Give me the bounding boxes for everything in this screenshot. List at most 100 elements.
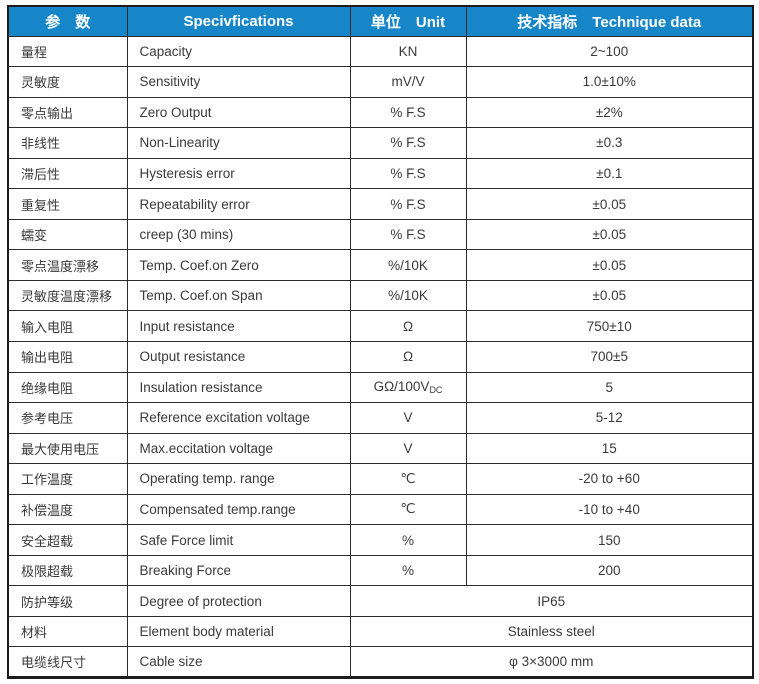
technique-data-cell: 5-12 bbox=[465, 402, 754, 434]
table-row: 材料 Element body material Stainless steel bbox=[7, 615, 754, 648]
parameter-cell: 零点输出 bbox=[7, 96, 128, 129]
unit-subscript: DC bbox=[429, 385, 443, 396]
unit-cell: % bbox=[349, 554, 467, 587]
technique-data-cell: 150 bbox=[465, 524, 754, 556]
unit-cell: %/10K bbox=[349, 249, 467, 281]
parameter-cell: 灵敏度温度漂移 bbox=[7, 279, 128, 312]
table-row: 安全超载 Safe Force limit % 150 bbox=[7, 524, 754, 556]
parameter-cell: 绝缘电阻 bbox=[7, 371, 128, 404]
unit-cell: KN bbox=[349, 35, 467, 68]
specification-cell: Insulation resistance bbox=[126, 371, 351, 404]
technique-data-cell: Stainless steel bbox=[349, 615, 754, 648]
specification-cell: Zero Output bbox=[126, 96, 351, 129]
specification-cell: Degree of protection bbox=[126, 585, 351, 617]
table-row: 零点温度漂移 Temp. Coef.on Zero %/10K ±0.05 bbox=[7, 249, 754, 281]
technique-data-cell: -10 to +40 bbox=[465, 493, 754, 526]
specification-cell: Reference excitation voltage bbox=[126, 402, 351, 434]
parameter-cell: 滞后性 bbox=[7, 157, 128, 190]
table-row: 防护等级 Degree of protection IP65 bbox=[7, 585, 754, 617]
unit-cell: % F.S bbox=[349, 127, 467, 159]
technique-data-cell: ±0.3 bbox=[465, 127, 754, 159]
table-row: 蠕变 creep (30 mins) % F.S ±0.05 bbox=[7, 218, 754, 251]
technique-data-cell: -20 to +60 bbox=[465, 463, 754, 495]
specification-cell: Hysteresis error bbox=[126, 157, 351, 190]
parameter-cell: 非线性 bbox=[7, 127, 128, 159]
specification-cell: Temp. Coef.on Zero bbox=[126, 249, 351, 281]
technique-data-cell: 2~100 bbox=[465, 35, 754, 68]
specification-cell: Breaking Force bbox=[126, 554, 351, 587]
parameter-cell: 电缆线尺寸 bbox=[7, 646, 128, 678]
unit-cell: % bbox=[349, 524, 467, 556]
header-row: 参 数 Specivfications 单位 Unit 技术指标 Techniq… bbox=[7, 5, 754, 37]
table-header: 参 数 Specivfications 单位 Unit 技术指标 Techniq… bbox=[7, 5, 754, 37]
unit-cell: % F.S bbox=[349, 157, 467, 190]
table-row: 灵敏度 Sensitivity mV/V 1.0±10% bbox=[7, 66, 754, 98]
unit-cell: V bbox=[349, 402, 467, 434]
table-row: 工作温度 Operating temp. range ℃ -20 to +60 bbox=[7, 463, 754, 495]
unit-cell: ℃ bbox=[349, 463, 467, 495]
table-row: 输出电阻 Output resistance Ω 700±5 bbox=[7, 340, 754, 373]
specification-cell: Repeatability error bbox=[126, 188, 351, 220]
technique-data-cell: IP65 bbox=[349, 585, 754, 617]
parameter-cell: 工作温度 bbox=[7, 463, 128, 495]
unit-cell: ℃ bbox=[349, 493, 467, 526]
table-row: 最大使用电压 Max.eccitation voltage V 15 bbox=[7, 432, 754, 465]
technique-data-cell: ±0.1 bbox=[465, 157, 754, 190]
table-row: 非线性 Non-Linearity % F.S ±0.3 bbox=[7, 127, 754, 159]
parameter-cell: 防护等级 bbox=[7, 585, 128, 617]
specification-cell: Capacity bbox=[126, 35, 351, 68]
specification-cell: Compensated temp.range bbox=[126, 493, 351, 526]
specification-cell: Sensitivity bbox=[126, 66, 351, 98]
specification-cell: Max.eccitation voltage bbox=[126, 432, 351, 465]
parameter-cell: 输出电阻 bbox=[7, 340, 128, 373]
technique-data-cell: ±0.05 bbox=[465, 188, 754, 220]
table-row: 补偿温度 Compensated temp.range ℃ -10 to +40 bbox=[7, 493, 754, 526]
technique-data-cell: 200 bbox=[465, 554, 754, 587]
technique-data-cell: ±0.05 bbox=[465, 279, 754, 312]
parameter-cell: 安全超载 bbox=[7, 524, 128, 556]
unit-cell: % F.S bbox=[349, 96, 467, 129]
parameter-cell: 输入电阻 bbox=[7, 310, 128, 342]
table-row: 极限超载 Breaking Force % 200 bbox=[7, 554, 754, 587]
unit-cell: Ω bbox=[349, 310, 467, 342]
technique-data-cell: 750±10 bbox=[465, 310, 754, 342]
table-row: 绝缘电阻 Insulation resistance GΩ/100VDC 5 bbox=[7, 371, 754, 404]
table-row: 灵敏度温度漂移 Temp. Coef.on Span %/10K ±0.05 bbox=[7, 279, 754, 312]
specification-cell: Cable size bbox=[126, 646, 351, 678]
parameter-cell: 灵敏度 bbox=[7, 66, 128, 98]
table-row: 电缆线尺寸 Cable size φ 3×3000 mm bbox=[7, 646, 754, 678]
unit-cell: V bbox=[349, 432, 467, 465]
header-parameter: 参 数 bbox=[7, 5, 128, 37]
parameter-cell: 材料 bbox=[7, 615, 128, 648]
unit-cell: % F.S bbox=[349, 218, 467, 251]
unit-cell: mV/V bbox=[349, 66, 467, 98]
unit-cell: GΩ/100VDC bbox=[349, 371, 467, 404]
table-row: 重复性 Repeatability error % F.S ±0.05 bbox=[7, 188, 754, 220]
technique-data-cell: ±2% bbox=[465, 96, 754, 129]
parameter-cell: 零点温度漂移 bbox=[7, 249, 128, 281]
technique-data-cell: 15 bbox=[465, 432, 754, 465]
technique-data-cell: 5 bbox=[465, 371, 754, 404]
table-row: 滞后性 Hysteresis error % F.S ±0.1 bbox=[7, 157, 754, 190]
unit-cell: Ω bbox=[349, 340, 467, 373]
table-row: 输入电阻 Input resistance Ω 750±10 bbox=[7, 310, 754, 342]
parameter-cell: 参考电压 bbox=[7, 402, 128, 434]
table-row: 零点输出 Zero Output % F.S ±2% bbox=[7, 96, 754, 129]
parameter-cell: 重复性 bbox=[7, 188, 128, 220]
parameter-cell: 量程 bbox=[7, 35, 128, 68]
header-unit: 单位 Unit bbox=[349, 5, 467, 37]
technique-data-cell: ±0.05 bbox=[465, 218, 754, 251]
technique-data-cell: φ 3×3000 mm bbox=[349, 646, 754, 678]
specification-cell: Element body material bbox=[126, 615, 351, 648]
specification-cell: Temp. Coef.on Span bbox=[126, 279, 351, 312]
specification-cell: Non-Linearity bbox=[126, 127, 351, 159]
specification-cell: Safe Force limit bbox=[126, 524, 351, 556]
table-body: 量程 Capacity KN 2~100 灵敏度 Sensitivity mV/… bbox=[7, 35, 754, 678]
table-row: 参考电压 Reference excitation voltage V 5-12 bbox=[7, 402, 754, 434]
specification-cell: Output resistance bbox=[126, 340, 351, 373]
parameter-cell: 蠕变 bbox=[7, 218, 128, 251]
technique-data-cell: 700±5 bbox=[465, 340, 754, 373]
table-row: 量程 Capacity KN 2~100 bbox=[7, 35, 754, 68]
specifications-table: 参 数 Specivfications 单位 Unit 技术指标 Techniq… bbox=[7, 5, 754, 679]
